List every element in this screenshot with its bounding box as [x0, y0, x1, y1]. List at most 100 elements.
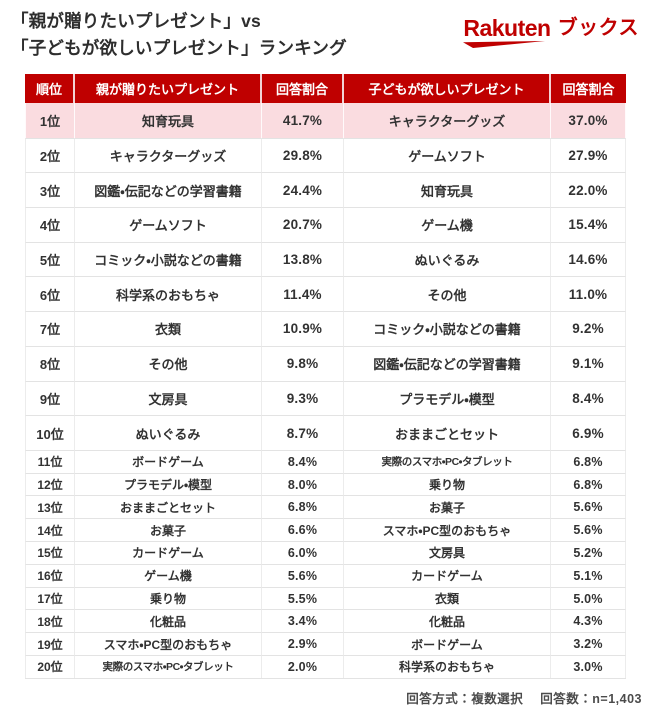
child-share-cell: 9.1% [551, 345, 626, 381]
parent-item-cell: おままごとセット [75, 495, 262, 519]
table-row: 12位 プラモデル・模型 8.0% 乗り物 6.8% [25, 472, 626, 496]
child-item-cell: コミック・小説などの書籍 [344, 311, 551, 346]
parent-item-cell: 科学系のおもちゃ [75, 276, 262, 312]
table-row: 6位 科学系のおもちゃ 11.4% その他 11.0% [25, 276, 626, 312]
survey-method: 回答方式：複数選択 [406, 692, 524, 706]
survey-note: 回答方式：複数選択 回答数：n=1,403 [406, 688, 642, 707]
child-share-cell: 22.0% [551, 172, 626, 208]
rank-cell: 19位 [25, 632, 75, 656]
child-share-cell: 11.0% [551, 276, 626, 312]
parent-share-cell: 11.4% [262, 276, 344, 312]
rank-cell: 6位 [25, 276, 75, 312]
parent-share-cell: 5.6% [262, 563, 344, 587]
child-item-cell: その他 [344, 276, 551, 312]
child-item-cell: カードゲーム [344, 563, 551, 587]
table-row: 7位 衣類 10.9% コミック・小説などの書籍 9.2% [25, 311, 626, 346]
rank-cell: 12位 [25, 472, 75, 496]
parent-item-cell: 乗り物 [75, 586, 262, 610]
parent-share-cell: 20.7% [262, 207, 344, 242]
rank-cell: 17位 [25, 586, 75, 610]
table-row: 19位 スマホ・PC型のおもちゃ 2.9% ボードゲーム 3.2% [25, 632, 626, 656]
table-row: 15位 カードゲーム 6.0% 文房具 5.2% [25, 541, 626, 564]
rank-cell: 15位 [25, 541, 75, 564]
rank-cell: 1位 [25, 103, 75, 138]
rank-cell: 13位 [25, 495, 75, 519]
child-share-cell: 8.4% [551, 380, 626, 416]
table-row: 9位 文房具 9.3% プラモデル・模型 8.4% [25, 380, 626, 416]
child-item-cell: 科学系のおもちゃ [344, 655, 551, 678]
child-share-cell: 14.6% [551, 241, 626, 277]
table-row: 5位 コミック・小説などの書籍 13.8% ぬいぐるみ 14.6% [25, 241, 626, 277]
parent-item-cell: 図鑑・伝記などの学習書籍 [75, 172, 262, 208]
parent-item-cell: カードゲーム [75, 541, 262, 564]
table-row: 8位 その他 9.8% 図鑑・伝記などの学習書籍 9.1% [25, 345, 626, 381]
rank-cell: 20位 [25, 655, 75, 678]
child-share-cell: 4.3% [551, 609, 626, 633]
child-item-cell: おままごとセット [344, 415, 551, 450]
child-item-cell: 実際のスマホ・PC・タブレット [344, 449, 551, 473]
table-body: 1位 知育玩具 41.7% キャラクターグッズ 37.0% 2位 キャラクターグッズ 29.8… [25, 103, 626, 679]
parent-share-cell: 2.9% [262, 632, 344, 656]
parent-item-cell: ゲーム機 [75, 563, 262, 587]
child-item-cell: 衣類 [344, 586, 551, 610]
table-row: 20位 実際のスマホ・PC・タブレット 2.0% 科学系のおもちゃ 3.0% [25, 655, 626, 678]
page-title: 「親が贈りたいプレゼント」vs 「子どもが欲しいプレゼント」ランキング [11, 8, 347, 61]
parent-item-cell: 衣類 [75, 311, 262, 346]
child-share-cell: 5.6% [551, 518, 626, 542]
table-row: 1位 知育玩具 41.7% キャラクターグッズ 37.0% [25, 103, 626, 138]
parent-share-cell: 6.8% [262, 495, 344, 519]
parent-item-cell: ゲームソフト [75, 207, 262, 242]
parent-item-cell: スマホ・PC型のおもちゃ [75, 632, 262, 656]
child-share-cell: 6.8% [551, 472, 626, 496]
table-row: 18位 化粧品 3.4% 化粧品 4.3% [25, 609, 626, 633]
table-header-row: 順位 親が贈りたいプレゼント 回答割合 子どもが欲しいプレゼント 回答割合 [25, 74, 626, 103]
child-item-cell: お菓子 [344, 495, 551, 519]
child-share-cell: 27.9% [551, 137, 626, 173]
rank-cell: 16位 [25, 563, 75, 587]
child-item-cell: プラモデル・模型 [344, 380, 551, 416]
parent-item-cell: 実際のスマホ・PC・タブレット [75, 655, 262, 678]
header-child-share: 回答割合 [562, 82, 615, 97]
child-share-cell: 3.0% [551, 655, 626, 678]
table-row: 13位 おままごとセット 6.8% お菓子 5.6% [25, 495, 626, 519]
parent-share-cell: 6.0% [262, 541, 344, 564]
rank-cell: 9位 [25, 380, 75, 416]
child-share-cell: 5.6% [551, 495, 626, 519]
parent-item-cell: その他 [75, 345, 262, 381]
rakuten-underline-icon [463, 41, 546, 48]
child-item-cell: ゲーム機 [344, 207, 551, 242]
parent-share-cell: 9.3% [262, 380, 344, 416]
child-item-cell: 知育玩具 [344, 172, 551, 208]
child-item-cell: 化粧品 [344, 609, 551, 633]
parent-item-cell: キャラクターグッズ [75, 137, 262, 173]
parent-share-cell: 41.7% [262, 103, 344, 138]
child-item-cell: キャラクターグッズ [344, 103, 551, 138]
table-row: 17位 乗り物 5.5% 衣類 5.0% [25, 586, 626, 610]
child-share-cell: 15.4% [551, 207, 626, 242]
rank-cell: 7位 [25, 311, 75, 346]
survey-count: 回答数：n=1,403 [540, 692, 642, 706]
child-share-cell: 3.2% [551, 632, 626, 656]
rank-cell: 8位 [25, 345, 75, 381]
table-row: 2位 キャラクターグッズ 29.8% ゲームソフト 27.9% [25, 137, 626, 173]
rakuten-books-logo: Rakuten ブックス [463, 17, 639, 48]
parent-share-cell: 8.4% [262, 449, 344, 473]
table-row: 14位 お菓子 6.6% スマホ・PC型のおもちゃ 5.6% [25, 518, 626, 542]
child-item-cell: 文房具 [344, 541, 551, 564]
parent-share-cell: 10.9% [262, 311, 344, 346]
parent-share-cell: 8.0% [262, 472, 344, 496]
parent-item-cell: ボードゲーム [75, 449, 262, 473]
child-share-cell: 5.2% [551, 541, 626, 564]
parent-item-cell: コミック・小説などの書籍 [75, 241, 262, 277]
parent-share-cell: 5.5% [262, 586, 344, 610]
child-share-cell: 37.0% [551, 103, 626, 138]
rakuten-books-suffix: ブックス [557, 17, 639, 39]
parent-item-cell: プラモデル・模型 [75, 472, 262, 496]
rank-cell: 2位 [25, 137, 75, 173]
child-item-cell: スマホ・PC型のおもちゃ [344, 518, 551, 542]
rakuten-brand-text: Rakuten [463, 15, 551, 41]
parent-share-cell: 13.8% [262, 241, 344, 277]
rank-cell: 5位 [25, 241, 75, 277]
parent-item-cell: 化粧品 [75, 609, 262, 633]
rank-cell: 11位 [25, 449, 75, 473]
